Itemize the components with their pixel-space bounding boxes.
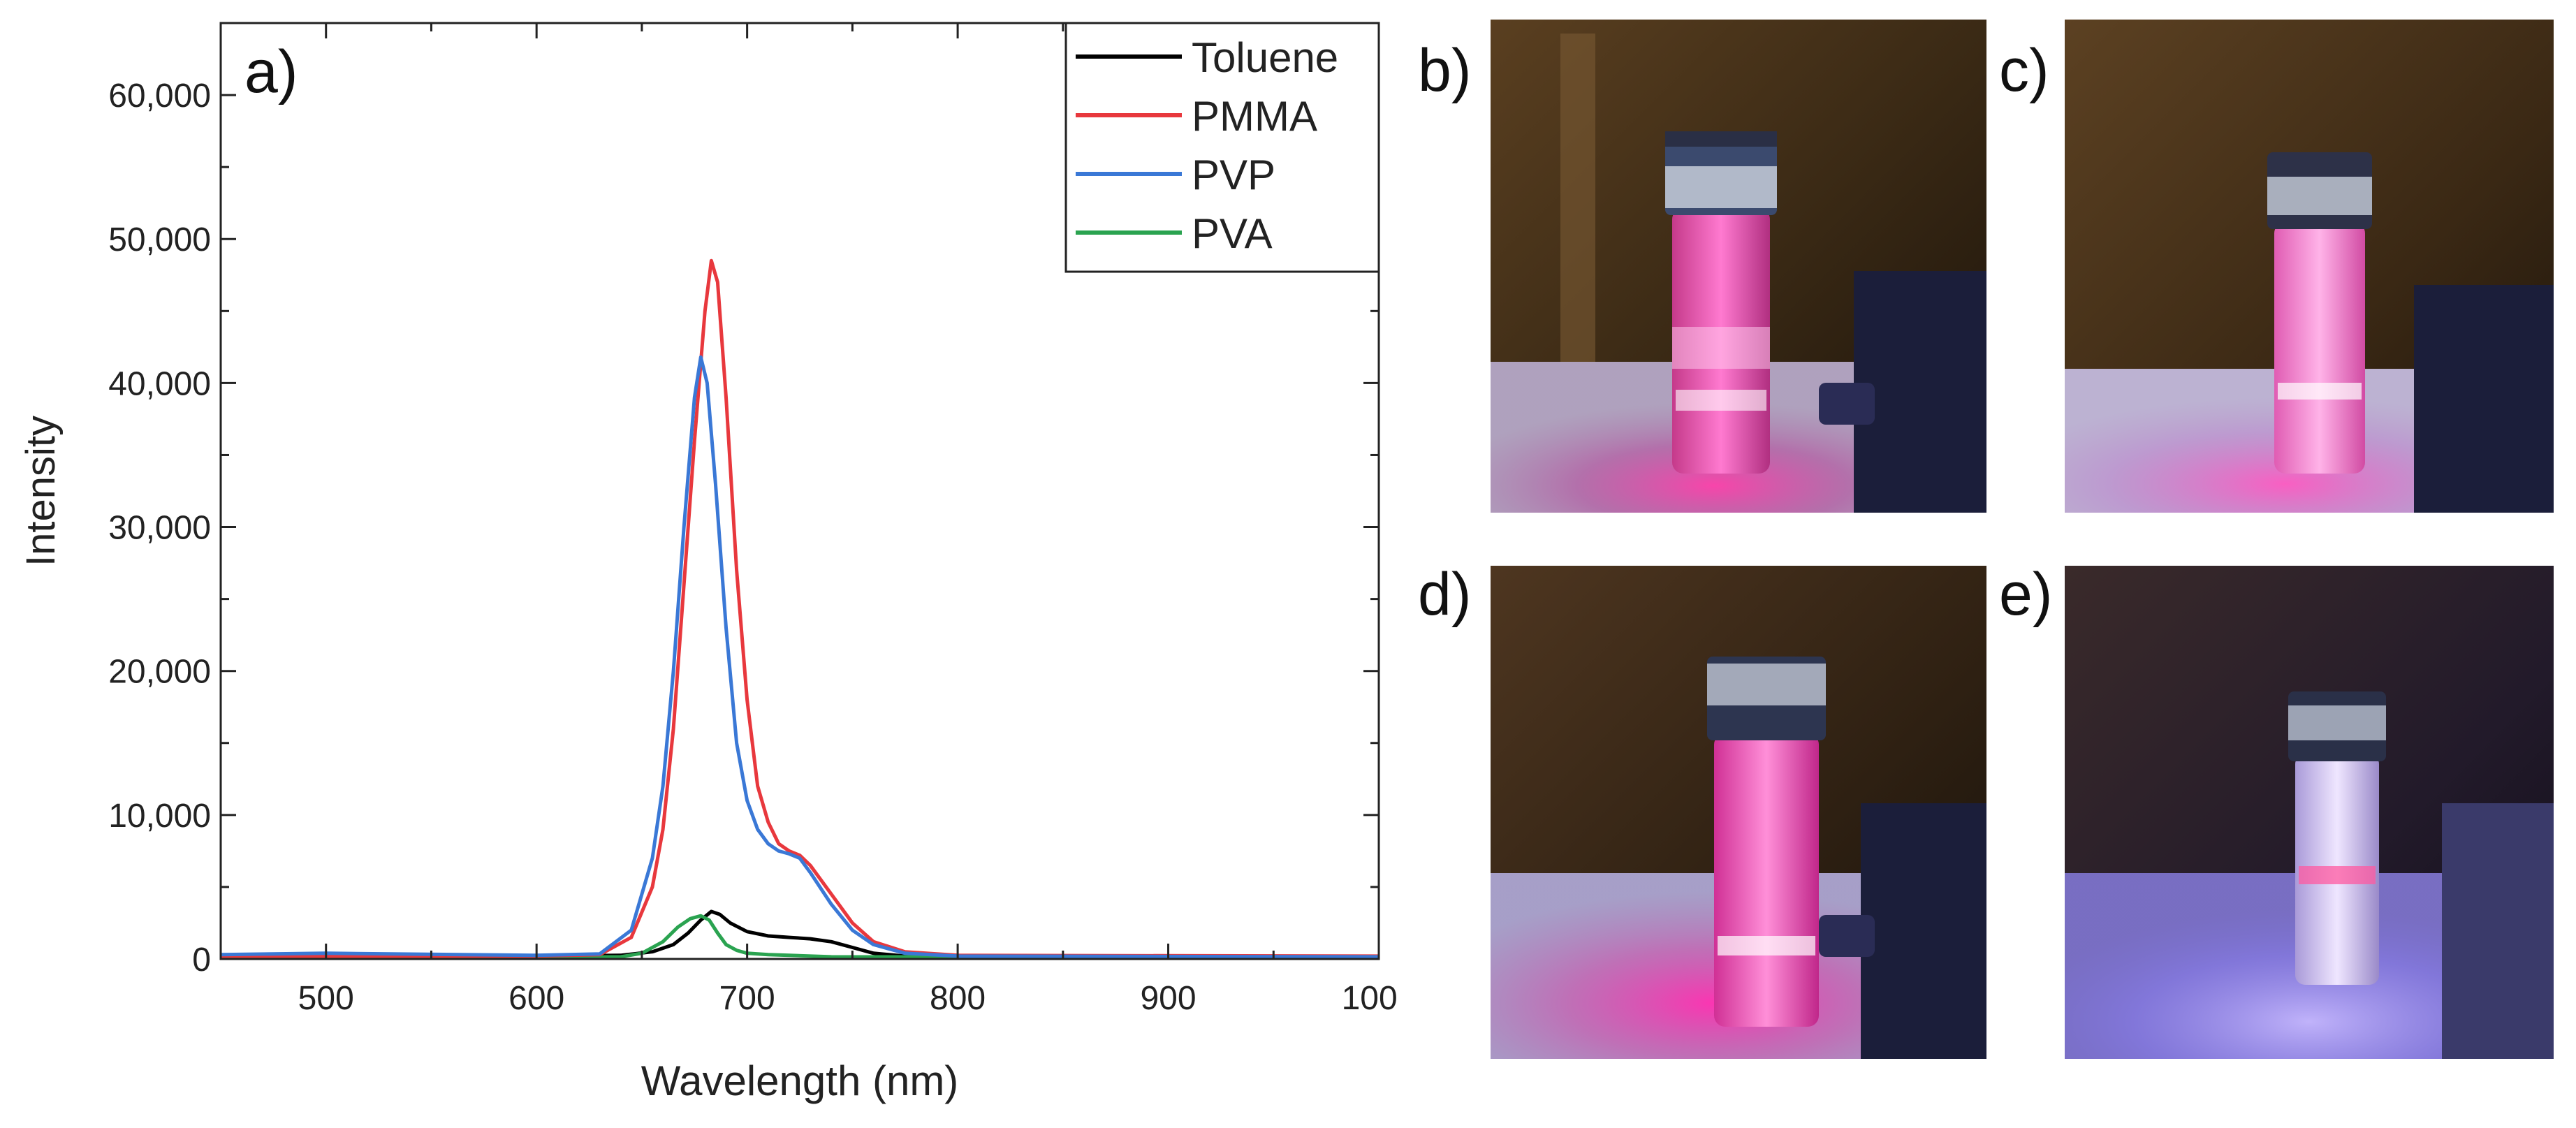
series-line-pva [221,914,1380,960]
x-tick-label: 600 [508,980,564,1017]
series-line-toluene [221,909,1379,959]
y-tick-label: 50,000 [108,221,211,258]
panel-b-label: b) [1418,37,1472,104]
panel-c-label: c) [1999,37,2049,104]
y-tick-label: 30,000 [108,510,211,547]
x-tick-label: 800 [930,980,986,1017]
legend-box [1064,22,1380,273]
x-tick-label: 900 [1140,980,1196,1017]
y-tick-label: 10,000 [108,798,211,835]
legend-label-pva: PVA [1192,210,1273,257]
legend-label-toluene: Toluene [1192,34,1338,81]
x-tick-label: 500 [298,980,354,1017]
x-tick-label: 700 [719,980,775,1017]
panel-d-label: d) [1418,561,1472,628]
plot-frame [219,22,1380,960]
x-axis-title: Wavelength (nm) [641,1057,959,1104]
y-tick-label: 60,000 [108,78,211,115]
series-line-pmma [221,258,1380,958]
vial-photo-pva [2065,566,2554,1059]
series-line-pvp [220,355,1380,959]
vial-photo-pvp [1491,566,1986,1059]
y-tick-label: 0 [192,942,211,979]
legend: Toluene PMMA PVP PVA [1064,22,1380,273]
panel-e-label: e) [1999,561,2053,628]
y-tick-label: 40,000 [108,365,211,402]
panel-a-label: a) [244,38,298,105]
vial-photo-toluene [1491,20,1986,513]
legend-label-pvp: PVP [1192,152,1275,198]
vial-photo-pmma [2065,20,2554,513]
legend-label-pmma: PMMA [1192,93,1317,140]
y-tick-label: 20,000 [108,654,211,691]
y-axis-title: Intensity [18,416,64,566]
